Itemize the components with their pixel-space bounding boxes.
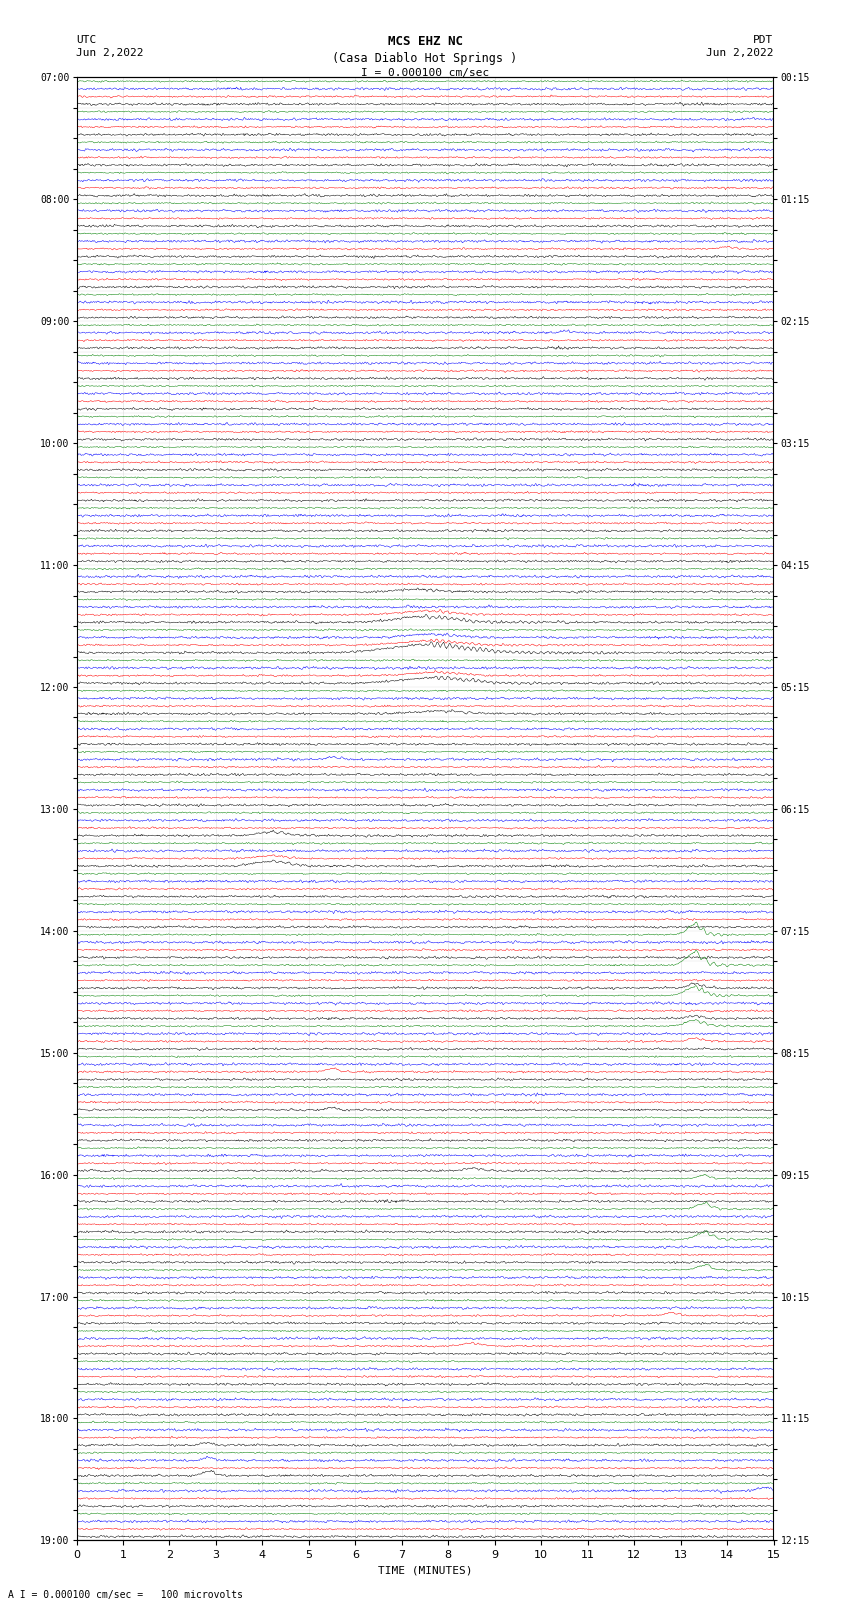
X-axis label: TIME (MINUTES): TIME (MINUTES): [377, 1566, 473, 1576]
Text: I = 0.000100 cm/sec: I = 0.000100 cm/sec: [361, 68, 489, 77]
Text: MCS EHZ NC: MCS EHZ NC: [388, 35, 462, 48]
Text: PDT: PDT: [753, 35, 774, 45]
Text: (Casa Diablo Hot Springs ): (Casa Diablo Hot Springs ): [332, 52, 518, 65]
Text: Jun 2,2022: Jun 2,2022: [76, 48, 144, 58]
Text: UTC: UTC: [76, 35, 97, 45]
Text: Jun 2,2022: Jun 2,2022: [706, 48, 774, 58]
Text: A I = 0.000100 cm/sec =   100 microvolts: A I = 0.000100 cm/sec = 100 microvolts: [8, 1590, 243, 1600]
